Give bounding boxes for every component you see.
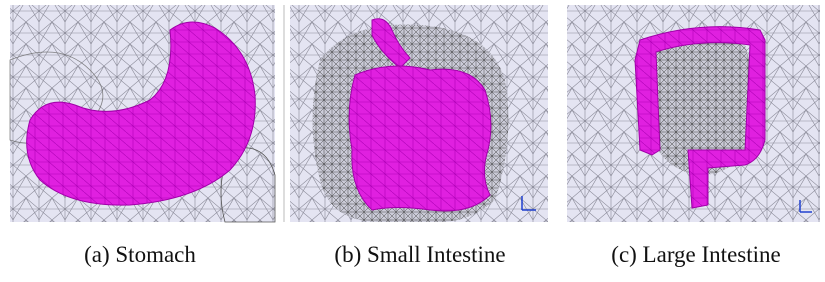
small-intestine-mesh (349, 66, 491, 211)
panel-large-intestine (567, 5, 820, 222)
panel-small-intestine (290, 5, 548, 222)
caption: (b) Small Intestine (334, 242, 505, 267)
panel-stomach (10, 5, 275, 222)
caption: (a) Stomach (84, 242, 196, 267)
figure: (a) Stomach (b) Small Intestine (c) Larg… (0, 0, 825, 282)
caption: (c) Large Intestine (611, 242, 780, 267)
